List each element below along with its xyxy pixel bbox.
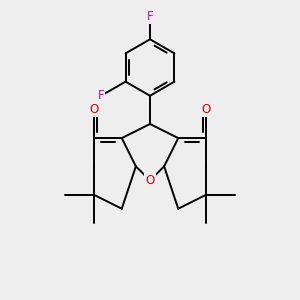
Text: F: F <box>98 89 104 102</box>
Text: O: O <box>202 103 211 116</box>
Text: O: O <box>146 174 154 187</box>
Text: O: O <box>89 103 98 116</box>
Text: F: F <box>147 10 153 23</box>
